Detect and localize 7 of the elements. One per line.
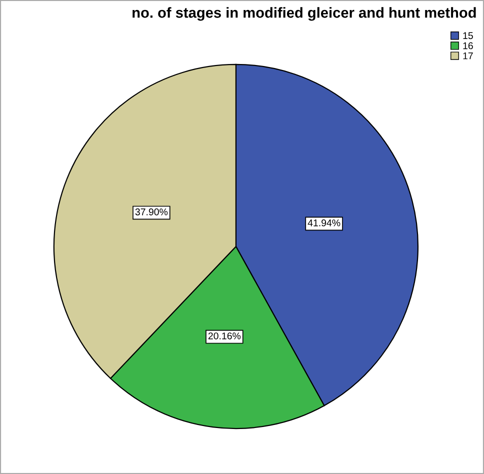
- chart-title: no. of stages in modified gleicer and hunt method: [132, 7, 476, 21]
- data-label: 20.16%: [208, 332, 241, 340]
- data-label: 37.90%: [135, 208, 168, 216]
- data-label: 41.94%: [308, 219, 340, 226]
- legend-label: 16: [463, 42, 473, 50]
- legend-label: 17: [463, 52, 473, 60]
- legend-label: 15: [463, 32, 473, 40]
